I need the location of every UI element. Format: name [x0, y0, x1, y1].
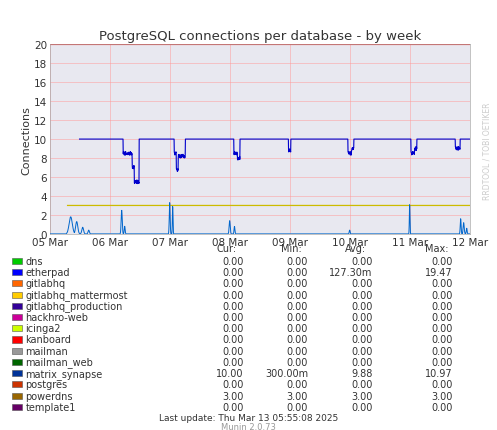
- Text: 0.00: 0.00: [431, 312, 452, 322]
- Text: powerdns: powerdns: [25, 390, 73, 401]
- Y-axis label: Connections: Connections: [21, 105, 31, 174]
- Text: 0.00: 0.00: [351, 402, 373, 412]
- Text: hackhro-web: hackhro-web: [25, 312, 88, 322]
- Text: etherpad: etherpad: [25, 267, 70, 278]
- Text: 3.00: 3.00: [287, 390, 308, 401]
- Text: 3.00: 3.00: [431, 390, 452, 401]
- Text: 0.00: 0.00: [287, 267, 308, 278]
- Text: 0.00: 0.00: [222, 290, 244, 300]
- Text: 127.30m: 127.30m: [330, 267, 373, 278]
- Text: 0.00: 0.00: [222, 256, 244, 267]
- Text: matrix_synapse: matrix_synapse: [25, 368, 102, 379]
- Text: 0.00: 0.00: [351, 346, 373, 356]
- Text: 19.47: 19.47: [424, 267, 452, 278]
- Text: 0.00: 0.00: [222, 279, 244, 289]
- Text: 0.00: 0.00: [222, 346, 244, 356]
- Text: 0.00: 0.00: [351, 379, 373, 390]
- Text: 0.00: 0.00: [287, 301, 308, 311]
- Text: 0.00: 0.00: [431, 346, 452, 356]
- Text: 10.00: 10.00: [216, 368, 244, 378]
- Text: gitlabhq: gitlabhq: [25, 279, 66, 289]
- Text: 0.00: 0.00: [222, 301, 244, 311]
- Text: RRDTOOL / TOBI OETIKER: RRDTOOL / TOBI OETIKER: [482, 102, 491, 199]
- Text: 0.00: 0.00: [222, 267, 244, 278]
- Text: 0.00: 0.00: [287, 290, 308, 300]
- Text: 0.00: 0.00: [431, 256, 452, 267]
- Text: 0.00: 0.00: [222, 379, 244, 390]
- Text: 0.00: 0.00: [351, 256, 373, 267]
- Text: 0.00: 0.00: [287, 323, 308, 334]
- Text: 0.00: 0.00: [351, 290, 373, 300]
- Text: Min:: Min:: [281, 243, 302, 254]
- Text: 0.00: 0.00: [222, 335, 244, 345]
- Text: 0.00: 0.00: [222, 323, 244, 334]
- Text: 0.00: 0.00: [287, 312, 308, 322]
- Text: Last update: Thu Mar 13 05:55:08 2025: Last update: Thu Mar 13 05:55:08 2025: [159, 413, 338, 421]
- Text: 0.00: 0.00: [287, 335, 308, 345]
- Title: PostgreSQL connections per database - by week: PostgreSQL connections per database - by…: [98, 30, 421, 43]
- Text: template1: template1: [25, 402, 76, 412]
- Text: postgres: postgres: [25, 379, 68, 390]
- Text: 0.00: 0.00: [431, 290, 452, 300]
- Text: icinga2: icinga2: [25, 323, 61, 334]
- Text: Max:: Max:: [425, 243, 448, 254]
- Text: 300.00m: 300.00m: [265, 368, 308, 378]
- Text: 0.00: 0.00: [287, 402, 308, 412]
- Text: 9.88: 9.88: [351, 368, 373, 378]
- Text: 0.00: 0.00: [222, 357, 244, 367]
- Text: 0.00: 0.00: [431, 301, 452, 311]
- Text: 0.00: 0.00: [287, 256, 308, 267]
- Text: Munin 2.0.73: Munin 2.0.73: [221, 422, 276, 430]
- Text: 0.00: 0.00: [287, 346, 308, 356]
- Text: 0.00: 0.00: [351, 357, 373, 367]
- Text: 0.00: 0.00: [287, 279, 308, 289]
- Text: 0.00: 0.00: [351, 323, 373, 334]
- Text: 0.00: 0.00: [351, 335, 373, 345]
- Text: kanboard: kanboard: [25, 335, 71, 345]
- Text: 0.00: 0.00: [431, 379, 452, 390]
- Text: mailman: mailman: [25, 346, 68, 356]
- Text: 0.00: 0.00: [351, 279, 373, 289]
- Text: 10.97: 10.97: [424, 368, 452, 378]
- Text: Cur:: Cur:: [216, 243, 236, 254]
- Text: 0.00: 0.00: [287, 357, 308, 367]
- Text: 0.00: 0.00: [431, 335, 452, 345]
- Text: 0.00: 0.00: [222, 402, 244, 412]
- Text: 0.00: 0.00: [287, 379, 308, 390]
- Text: 0.00: 0.00: [431, 323, 452, 334]
- Text: 0.00: 0.00: [431, 279, 452, 289]
- Text: gitlabhq_mattermost: gitlabhq_mattermost: [25, 289, 128, 301]
- Text: dns: dns: [25, 256, 43, 267]
- Text: 3.00: 3.00: [222, 390, 244, 401]
- Text: 0.00: 0.00: [351, 312, 373, 322]
- Text: gitlabhq_production: gitlabhq_production: [25, 301, 123, 312]
- Text: mailman_web: mailman_web: [25, 356, 93, 368]
- Text: 0.00: 0.00: [351, 301, 373, 311]
- Text: 3.00: 3.00: [351, 390, 373, 401]
- Text: Avg:: Avg:: [345, 243, 367, 254]
- Text: 0.00: 0.00: [222, 312, 244, 322]
- Text: 0.00: 0.00: [431, 357, 452, 367]
- Text: 0.00: 0.00: [431, 402, 452, 412]
